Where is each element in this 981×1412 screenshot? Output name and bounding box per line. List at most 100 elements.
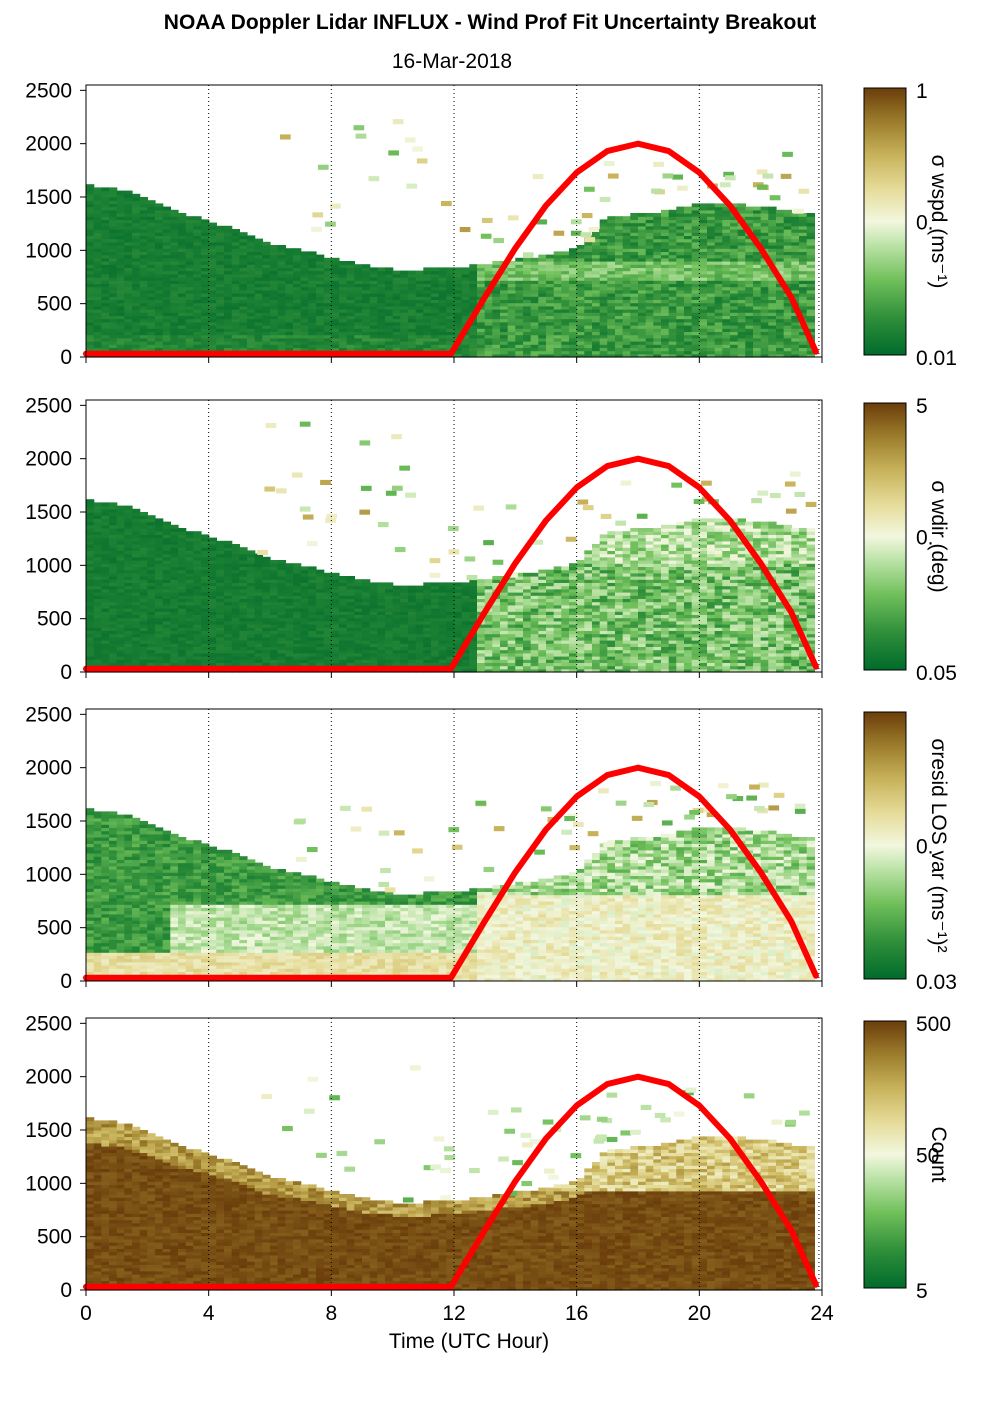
heatmap-cell <box>607 353 616 358</box>
heatmap-cell <box>285 248 294 252</box>
heatmap-cell <box>408 289 417 294</box>
heatmap-cell <box>231 315 240 320</box>
heatmap-cell <box>454 289 463 294</box>
heatmap-cell <box>392 325 401 329</box>
heatmap-cell <box>684 219 693 224</box>
heatmap-cell <box>423 328 432 332</box>
heatmap-cell <box>676 225 685 230</box>
heatmap-cell <box>753 235 762 240</box>
heatmap-cell <box>737 305 746 310</box>
heatmap-cell <box>461 277 470 281</box>
heatmap-cell <box>469 341 478 345</box>
heatmap-cell <box>737 235 746 240</box>
heatmap-cell <box>316 344 325 348</box>
heatmap-cell <box>530 283 539 288</box>
heatmap-cell <box>392 273 401 278</box>
heatmap-cell <box>369 305 378 310</box>
heatmap-cell <box>193 229 202 233</box>
heatmap-cell <box>745 280 754 284</box>
heatmap-cell <box>783 261 792 265</box>
heatmap-cell <box>86 187 95 192</box>
heatmap-cell <box>132 251 141 256</box>
heatmap-cell <box>806 289 815 294</box>
heatmap-cell <box>592 251 601 256</box>
heatmap-cell <box>116 235 125 240</box>
heatmap-cell <box>415 293 424 297</box>
heatmap-cell <box>86 251 95 256</box>
heatmap-cell <box>201 219 210 224</box>
heatmap-cell <box>760 299 769 304</box>
heatmap-cell <box>346 312 355 316</box>
heatmap-cell <box>645 257 654 262</box>
heatmap-cell <box>630 347 639 352</box>
heatmap-cell <box>638 341 647 345</box>
heatmap-cell <box>668 312 677 316</box>
heatmap-cell <box>101 560 110 564</box>
heatmap-cell <box>308 344 317 348</box>
heatmap-cell <box>308 254 317 259</box>
heatmap-cell <box>668 254 677 259</box>
heatmap-cell <box>536 219 548 225</box>
heatmap-cell <box>745 241 754 246</box>
heatmap-cell <box>193 235 202 240</box>
heatmap-cell <box>400 299 409 304</box>
heatmap-cell <box>638 293 647 297</box>
heatmap-cell <box>745 213 754 217</box>
heatmap-cell <box>546 321 555 326</box>
heatmap-cell <box>699 264 708 268</box>
heatmap-cell <box>707 219 716 224</box>
heatmap-cell <box>768 299 777 304</box>
heatmap-cell <box>676 302 685 307</box>
heatmap-cell <box>285 341 294 345</box>
heatmap-cell <box>354 305 363 310</box>
heatmap-cell <box>622 296 631 300</box>
heatmap-cell <box>477 328 486 332</box>
heatmap-cell <box>477 280 486 284</box>
heatmap-cell <box>178 238 187 243</box>
heatmap-cell <box>101 254 110 259</box>
heatmap-cell <box>484 331 493 336</box>
heatmap-cell <box>676 245 685 249</box>
heatmap-cell <box>101 325 110 329</box>
heatmap-cell <box>553 315 562 320</box>
heatmap-cell <box>162 257 171 262</box>
heatmap-cell <box>653 273 662 278</box>
heatmap-cell <box>354 270 363 275</box>
heatmap-cell <box>776 312 785 316</box>
heatmap-cell <box>277 325 286 329</box>
heatmap-cell <box>668 328 677 332</box>
heatmap-cell <box>622 222 631 227</box>
heatmap-cell <box>776 328 785 332</box>
heatmap-cell <box>385 312 394 316</box>
heatmap-cell <box>684 209 693 214</box>
heatmap-cell <box>239 283 248 288</box>
heatmap-cell <box>147 347 156 352</box>
heatmap-cell <box>216 334 225 339</box>
heatmap-cell <box>216 309 225 313</box>
heatmap-cell <box>684 213 693 217</box>
figure-title: NOAA Doppler Lidar INFLUX - Wind Prof Fi… <box>164 11 816 34</box>
heatmap-cell <box>277 302 286 307</box>
heatmap-cell <box>247 286 256 291</box>
heatmap-cell <box>385 347 394 352</box>
heatmap-cell <box>569 341 578 345</box>
heatmap-cell <box>699 328 708 332</box>
heatmap-cell <box>584 273 593 278</box>
heatmap-cell <box>124 209 133 214</box>
heatmap-cell <box>193 318 202 323</box>
heatmap-cell <box>500 283 509 288</box>
heatmap-cell <box>653 309 662 313</box>
heatmap-cell <box>745 305 754 310</box>
heatmap-cell <box>231 273 240 278</box>
heatmap-cell <box>599 229 608 233</box>
heatmap-cell <box>553 318 562 323</box>
heatmap-cell <box>515 315 524 320</box>
heatmap-cell <box>124 206 133 211</box>
heatmap-cell <box>569 312 578 316</box>
heatmap-cell <box>423 318 432 323</box>
heatmap-cell <box>308 261 317 265</box>
heatmap-cell <box>714 209 723 214</box>
heatmap-cell <box>178 216 187 220</box>
heatmap-cell <box>86 560 95 564</box>
heatmap-cell <box>783 331 792 336</box>
